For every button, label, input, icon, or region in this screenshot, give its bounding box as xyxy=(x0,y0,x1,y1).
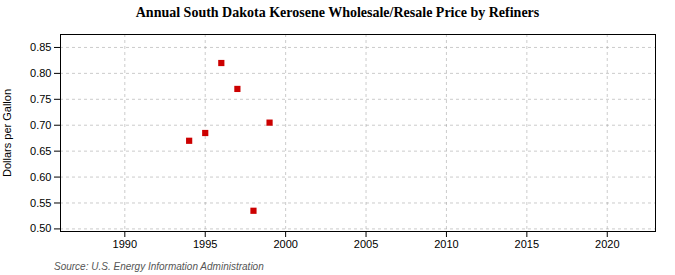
svg-text:0.75: 0.75 xyxy=(30,93,51,105)
svg-text:2005: 2005 xyxy=(354,238,378,250)
html-text:Annual South Dakota Kerosene W: Annual South Dakota Kerosene Wholesale/R… xyxy=(135,5,540,20)
svg-text:0.55: 0.55 xyxy=(30,197,51,209)
html-text:Source: U.S. Energy Informatio: Source: U.S. Energy Information Administ… xyxy=(54,261,264,272)
svg-text:2010: 2010 xyxy=(434,238,458,250)
svg-text:2020: 2020 xyxy=(595,238,619,250)
svg-text:0.70: 0.70 xyxy=(30,119,51,131)
svg-text:2000: 2000 xyxy=(273,238,297,250)
svg-text:0.80: 0.80 xyxy=(30,67,51,79)
svg-text:Dollars per Gallon: Dollars per Gallon xyxy=(1,89,13,177)
svg-text:2015: 2015 xyxy=(515,238,539,250)
svg-text:0.60: 0.60 xyxy=(30,171,51,183)
svg-text:0.65: 0.65 xyxy=(30,145,51,157)
svg-text:1995: 1995 xyxy=(193,238,217,250)
svg-text:1990: 1990 xyxy=(113,238,137,250)
svg-text:0.50: 0.50 xyxy=(30,222,51,234)
svg-text:0.85: 0.85 xyxy=(30,41,51,53)
